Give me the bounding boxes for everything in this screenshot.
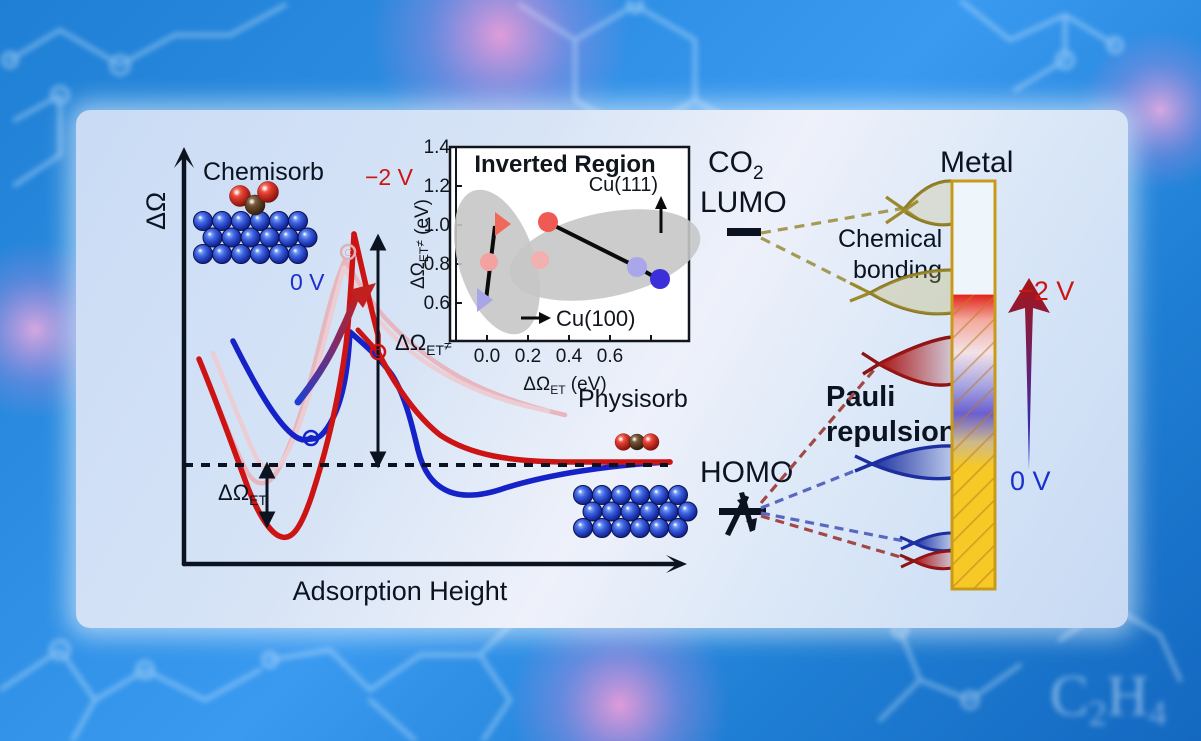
svg-text:ΔΩET≠: ΔΩET≠ bbox=[395, 330, 452, 358]
svg-text:C: C bbox=[344, 248, 351, 259]
svg-text:Metal: Metal bbox=[940, 146, 1013, 179]
svg-text:Cu(100): Cu(100) bbox=[556, 306, 635, 331]
svg-text:1.4: 1.4 bbox=[424, 137, 451, 158]
svg-text:0 V: 0 V bbox=[1010, 466, 1051, 496]
svg-text:C: C bbox=[307, 434, 314, 445]
svg-text:1.2: 1.2 bbox=[424, 176, 450, 197]
svg-text:−2 V: −2 V bbox=[1018, 276, 1074, 306]
svg-text:−2 V: −2 V bbox=[365, 164, 414, 190]
svg-text:0.6: 0.6 bbox=[424, 293, 450, 314]
svg-text:0.4: 0.4 bbox=[556, 346, 583, 367]
svg-text:Cu(111): Cu(111) bbox=[589, 174, 658, 196]
svg-text:C: C bbox=[374, 348, 381, 359]
svg-text:HOMO: HOMO bbox=[700, 456, 793, 489]
svg-text:Adsorption Height: Adsorption Height bbox=[293, 576, 508, 606]
svg-text:ΔΩ: ΔΩ bbox=[141, 192, 171, 230]
svg-text:LUMO: LUMO bbox=[700, 186, 787, 219]
svg-text:ΔΩET≠ (eV): ΔΩET≠ (eV) bbox=[408, 199, 433, 289]
svg-text:Chemisorb: Chemisorb bbox=[203, 158, 324, 186]
svg-text:0 V: 0 V bbox=[290, 269, 325, 295]
svg-text:0.2: 0.2 bbox=[515, 346, 541, 367]
svg-text:ΔΩET (eV): ΔΩET (eV) bbox=[523, 374, 606, 397]
svg-text:0.6: 0.6 bbox=[597, 346, 623, 367]
svg-text:0.0: 0.0 bbox=[474, 346, 500, 367]
svg-text:repulsion: repulsion bbox=[826, 416, 957, 448]
svg-text:Chemical: Chemical bbox=[838, 225, 942, 253]
svg-text:CO2: CO2 bbox=[708, 146, 764, 184]
